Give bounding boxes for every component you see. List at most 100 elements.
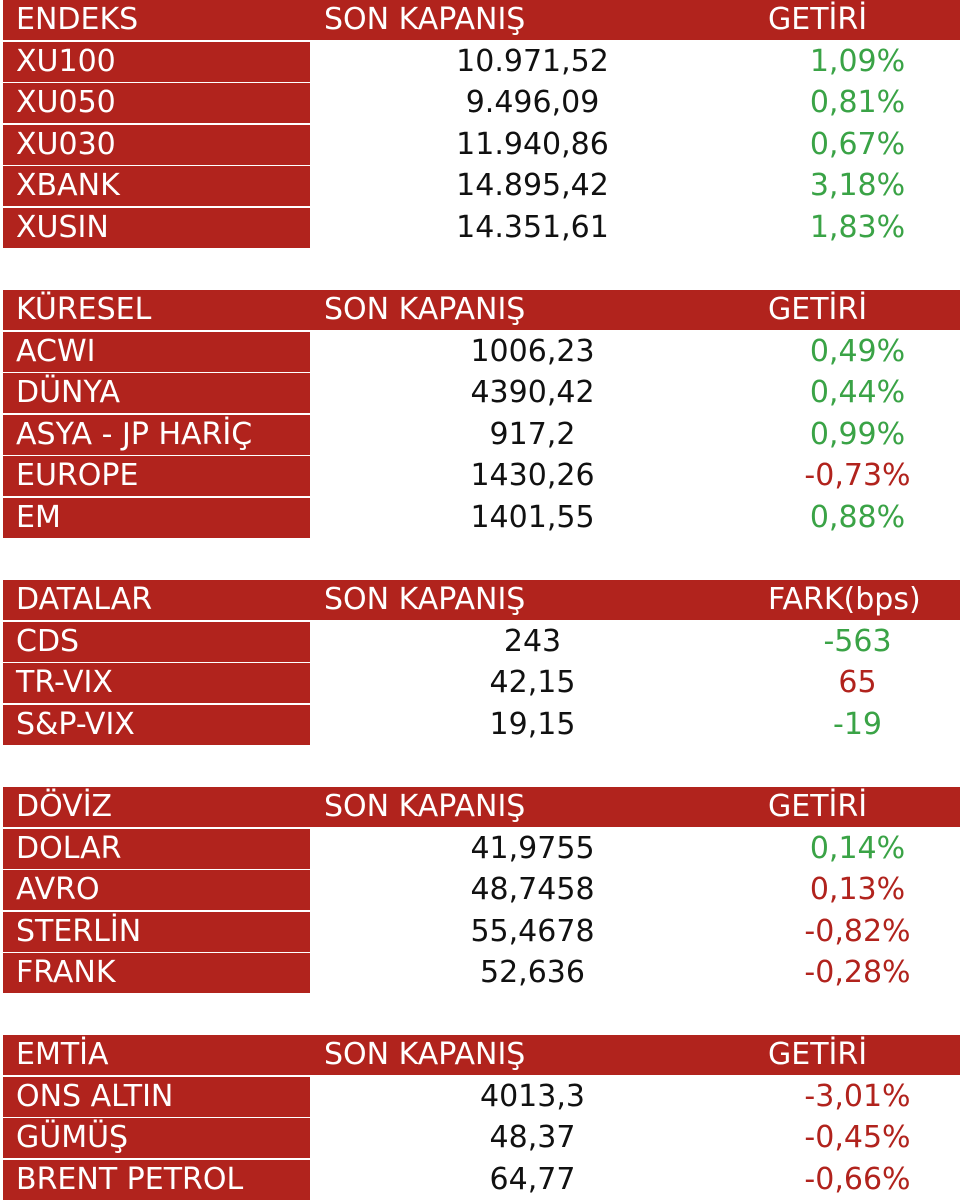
section-title: DATALAR <box>3 580 310 620</box>
change-value: -0,45% <box>755 1118 960 1158</box>
table-row: FRANK 52,636 -0,28% <box>0 953 960 995</box>
close-value: 917,2 <box>310 415 755 455</box>
change-column-header: GETİRİ <box>755 787 960 827</box>
close-column-header: SON KAPANIŞ <box>310 0 755 40</box>
instrument-name: XUSIN <box>3 208 310 248</box>
section-doviz: DÖVİZ SON KAPANIŞ GETİRİ DOLAR 41,9755 0… <box>0 787 960 995</box>
change-column-header: GETİRİ <box>755 0 960 40</box>
close-value: 1401,55 <box>310 498 755 538</box>
close-value: 14.351,61 <box>310 208 755 248</box>
table-row: XU100 10.971,52 1,09% <box>0 42 960 84</box>
change-column-header: GETİRİ <box>755 1035 960 1075</box>
close-value: 4390,42 <box>310 373 755 413</box>
change-value: 0,99% <box>755 415 960 455</box>
close-value: 4013,3 <box>310 1077 755 1117</box>
close-value: 64,77 <box>310 1160 755 1200</box>
close-value: 52,636 <box>310 953 755 993</box>
close-value: 19,15 <box>310 705 755 745</box>
change-value: -563 <box>755 622 960 662</box>
close-value: 243 <box>310 622 755 662</box>
table-row: DÜNYA 4390,42 0,44% <box>0 373 960 415</box>
table-row: EUROPE 1430,26 -0,73% <box>0 456 960 498</box>
instrument-name: FRANK <box>3 953 310 993</box>
close-value: 9.496,09 <box>310 83 755 123</box>
close-column-header: SON KAPANIŞ <box>310 580 755 620</box>
table-row: STERLİN 55,4678 -0,82% <box>0 912 960 954</box>
close-value: 14.895,42 <box>310 166 755 206</box>
change-value: -3,01% <box>755 1077 960 1117</box>
table-row: AVRO 48,7458 0,13% <box>0 870 960 912</box>
instrument-name: XU050 <box>3 83 310 123</box>
close-value: 11.940,86 <box>310 125 755 165</box>
instrument-name: TR-VIX <box>3 663 310 703</box>
table-row: TR-VIX 42,15 65 <box>0 663 960 705</box>
instrument-name: EUROPE <box>3 456 310 496</box>
table-row: GÜMÜŞ 48,37 -0,45% <box>0 1118 960 1160</box>
instrument-name: BRENT PETROL <box>3 1160 310 1200</box>
instrument-name: XU100 <box>3 42 310 82</box>
section-emtia: EMTİA SON KAPANIŞ GETİRİ ONS ALTIN 4013,… <box>0 1035 960 1201</box>
table-row: BRENT PETROL 64,77 -0,66% <box>0 1160 960 1201</box>
close-value: 48,7458 <box>310 870 755 910</box>
change-value: 1,09% <box>755 42 960 82</box>
table-row: S&P-VIX 19,15 -19 <box>0 705 960 747</box>
change-value: -19 <box>755 705 960 745</box>
change-column-header: FARK(bps) <box>755 580 960 620</box>
section-header: DATALAR SON KAPANIŞ FARK(bps) <box>0 580 960 622</box>
close-value: 1006,23 <box>310 332 755 372</box>
change-value: -0,82% <box>755 912 960 952</box>
instrument-name: S&P-VIX <box>3 705 310 745</box>
change-value: -0,66% <box>755 1160 960 1200</box>
instrument-name: ASYA - JP HARİÇ <box>3 415 310 455</box>
change-value: 3,18% <box>755 166 960 206</box>
table-row: DOLAR 41,9755 0,14% <box>0 829 960 871</box>
close-value: 42,15 <box>310 663 755 703</box>
close-column-header: SON KAPANIŞ <box>310 290 755 330</box>
change-value: 0,67% <box>755 125 960 165</box>
table-row: ACWI 1006,23 0,49% <box>0 332 960 374</box>
instrument-name: DÜNYA <box>3 373 310 413</box>
instrument-name: XU030 <box>3 125 310 165</box>
change-value: 0,49% <box>755 332 960 372</box>
change-value: 0,81% <box>755 83 960 123</box>
change-value: 0,44% <box>755 373 960 413</box>
table-row: ASYA - JP HARİÇ 917,2 0,99% <box>0 415 960 457</box>
table-row: XUSIN 14.351,61 1,83% <box>0 208 960 250</box>
section-header: ENDEKS SON KAPANIŞ GETİRİ <box>0 0 960 42</box>
section-endeks: ENDEKS SON KAPANIŞ GETİRİ XU100 10.971,5… <box>0 0 960 249</box>
change-value: -0,73% <box>755 456 960 496</box>
close-value: 41,9755 <box>310 829 755 869</box>
instrument-name: DOLAR <box>3 829 310 869</box>
change-value: -0,28% <box>755 953 960 993</box>
section-title: EMTİA <box>3 1035 310 1075</box>
section-title: KÜRESEL <box>3 290 310 330</box>
section-header: DÖVİZ SON KAPANIŞ GETİRİ <box>0 787 960 829</box>
change-column-header: GETİRİ <box>755 290 960 330</box>
instrument-name: ACWI <box>3 332 310 372</box>
section-datalar: DATALAR SON KAPANIŞ FARK(bps) CDS 243 -5… <box>0 580 960 746</box>
close-value: 1430,26 <box>310 456 755 496</box>
change-value: 0,88% <box>755 498 960 538</box>
instrument-name: AVRO <box>3 870 310 910</box>
table-row: XBANK 14.895,42 3,18% <box>0 166 960 208</box>
close-value: 55,4678 <box>310 912 755 952</box>
section-kuresel: KÜRESEL SON KAPANIŞ GETİRİ ACWI 1006,23 … <box>0 290 960 539</box>
change-value: 65 <box>755 663 960 703</box>
section-title: ENDEKS <box>3 0 310 40</box>
instrument-name: GÜMÜŞ <box>3 1118 310 1158</box>
close-column-header: SON KAPANIŞ <box>310 1035 755 1075</box>
change-value: 0,14% <box>755 829 960 869</box>
table-row: XU050 9.496,09 0,81% <box>0 83 960 125</box>
section-header: KÜRESEL SON KAPANIŞ GETİRİ <box>0 290 960 332</box>
table-row: XU030 11.940,86 0,67% <box>0 125 960 167</box>
instrument-name: XBANK <box>3 166 310 206</box>
close-value: 10.971,52 <box>310 42 755 82</box>
change-value: 1,83% <box>755 208 960 248</box>
instrument-name: EM <box>3 498 310 538</box>
instrument-name: ONS ALTIN <box>3 1077 310 1117</box>
instrument-name: CDS <box>3 622 310 662</box>
section-title: DÖVİZ <box>3 787 310 827</box>
instrument-name: STERLİN <box>3 912 310 952</box>
change-value: 0,13% <box>755 870 960 910</box>
table-row: CDS 243 -563 <box>0 622 960 664</box>
